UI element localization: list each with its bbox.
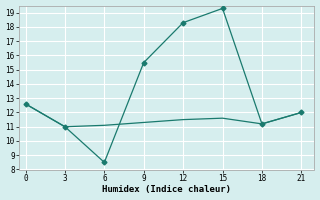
X-axis label: Humidex (Indice chaleur): Humidex (Indice chaleur) [102, 185, 231, 194]
